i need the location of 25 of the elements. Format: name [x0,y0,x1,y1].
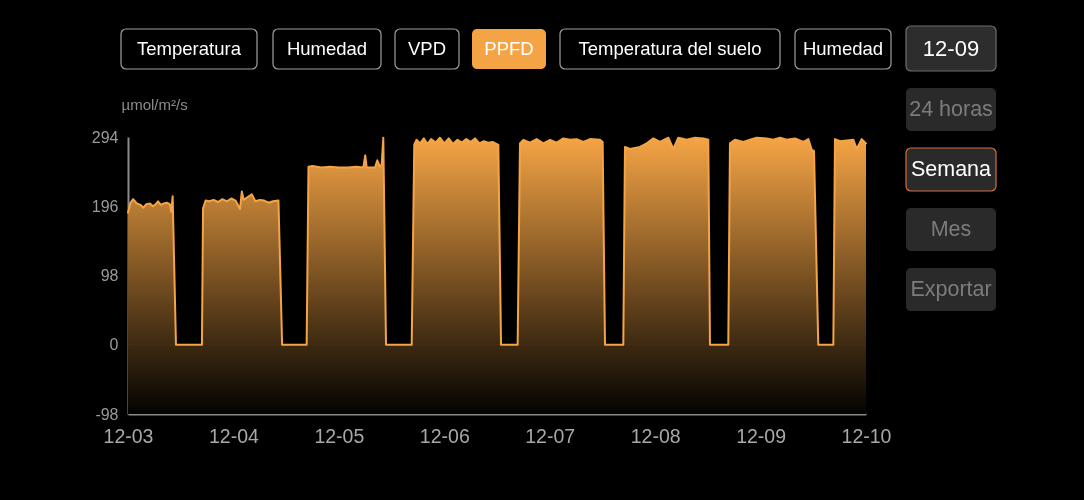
text: 12-09 [922,35,980,61]
x-tick-label: 12-04 [208,424,260,447]
text: Semana [910,156,992,181]
x-tick-label: 12-05 [314,424,365,447]
y-tick-label: 0 [109,336,119,354]
text: Temperatura del suelo [578,38,762,59]
x-tick-label: 12-06 [419,424,470,447]
x-tick-label: 12-08 [630,424,681,447]
x-tick-label: 12-07 [525,424,576,447]
text: Mes [930,216,972,241]
y-axis-title: µmol/m²/s [121,95,188,113]
y-tick-label: 196 [91,197,119,215]
text: VPD [407,38,447,59]
x-tick-label: 12-03 [103,424,154,447]
y-tick-label: 294 [91,128,119,146]
y-tick-label: -98 [95,405,119,423]
text: Exportar [910,276,992,301]
x-tick-label: 12-09 [736,424,787,447]
text: Humedad [286,38,368,59]
text: PPFD [484,38,534,59]
x-tick-label: 12-10 [841,424,892,447]
text: Temperatura [137,38,242,59]
text: Humedad [802,38,884,59]
text: 24 horas [909,96,993,121]
y-tick-label: 98 [100,267,119,284]
